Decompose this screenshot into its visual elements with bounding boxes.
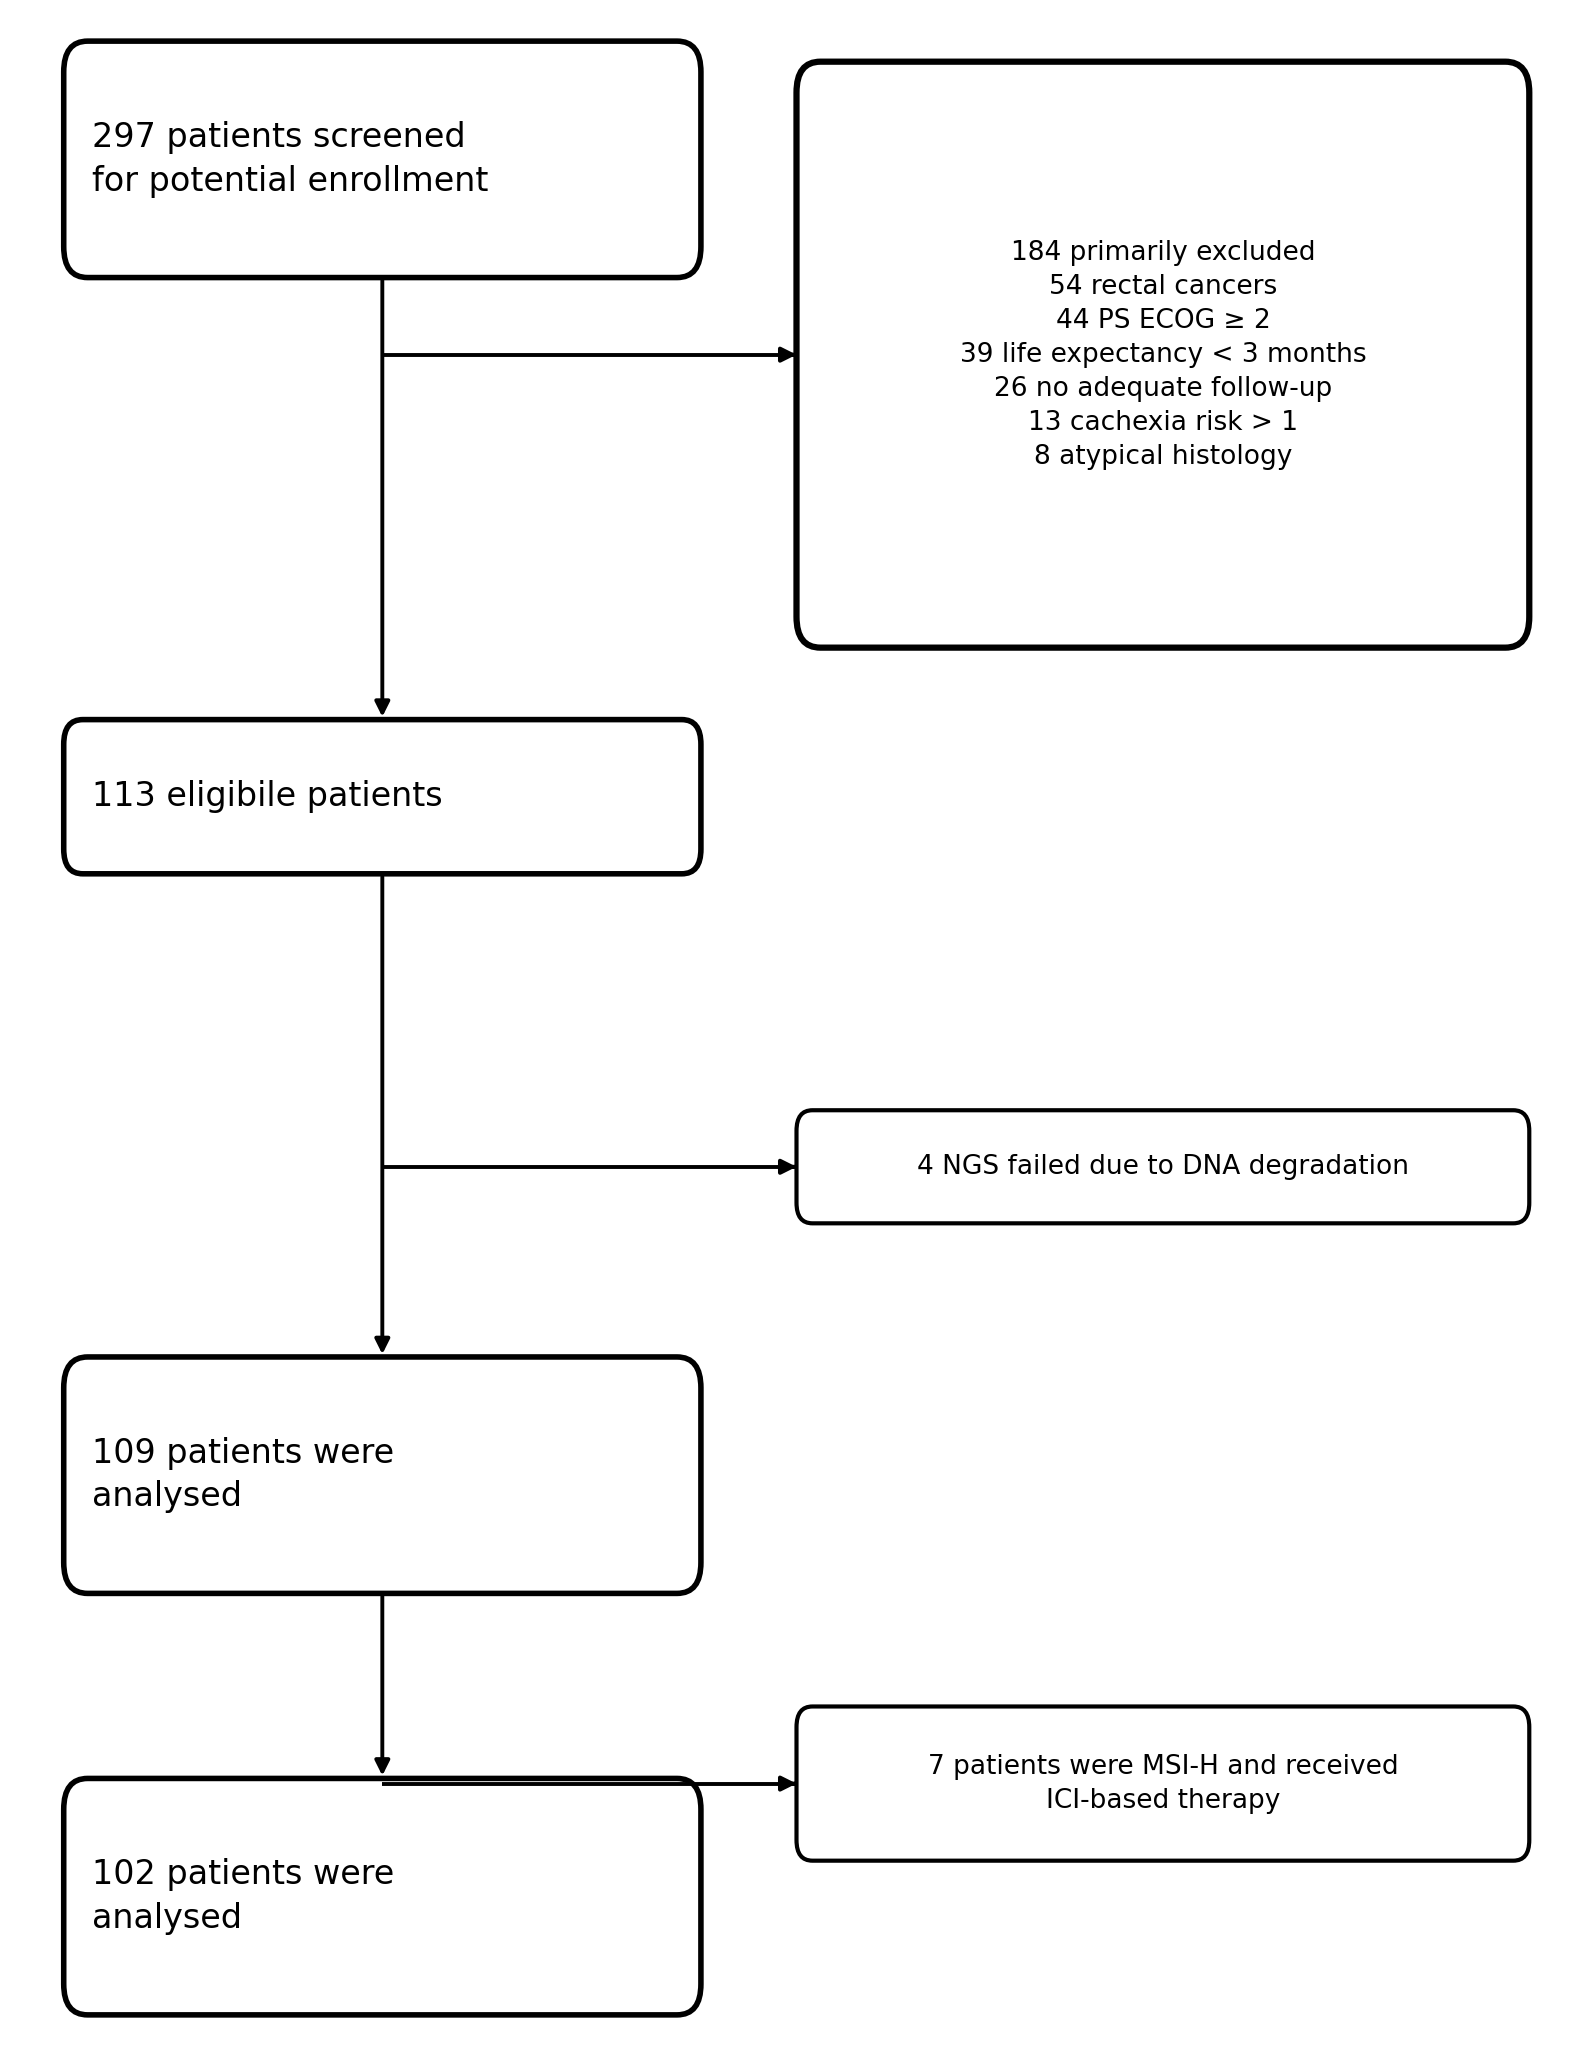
FancyBboxPatch shape	[64, 41, 701, 278]
Text: 113 eligibile patients: 113 eligibile patients	[92, 779, 443, 814]
FancyBboxPatch shape	[796, 1706, 1529, 1861]
FancyBboxPatch shape	[64, 720, 701, 874]
FancyBboxPatch shape	[64, 1778, 701, 2015]
Text: 297 patients screened
for potential enrollment: 297 patients screened for potential enro…	[92, 121, 489, 197]
Text: 4 NGS failed due to DNA degradation: 4 NGS failed due to DNA degradation	[918, 1153, 1408, 1180]
Text: 102 patients were
analysed: 102 patients were analysed	[92, 1859, 395, 1935]
FancyBboxPatch shape	[64, 1357, 701, 1593]
Text: 7 patients were MSI-H and received
ICI-based therapy: 7 patients were MSI-H and received ICI-b…	[927, 1754, 1399, 1813]
FancyBboxPatch shape	[796, 62, 1529, 648]
FancyBboxPatch shape	[796, 1110, 1529, 1223]
Text: 109 patients were
analysed: 109 patients were analysed	[92, 1437, 395, 1513]
Text: 184 primarily excluded
54 rectal cancers
44 PS ECOG ≥ 2
39 life expectancy < 3 m: 184 primarily excluded 54 rectal cancers…	[959, 241, 1367, 469]
